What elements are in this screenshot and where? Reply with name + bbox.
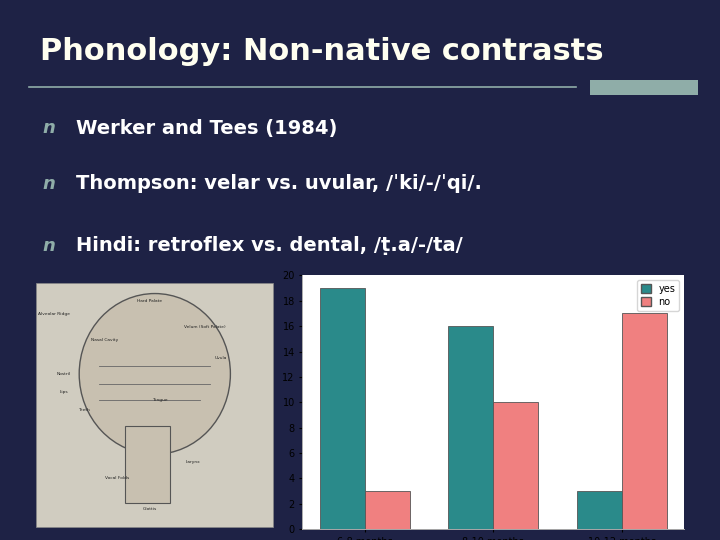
Bar <box>621 313 667 529</box>
Bar <box>493 402 538 529</box>
Text: Werker and Tees (1984): Werker and Tees (1984) <box>76 119 338 138</box>
Text: Lips: Lips <box>60 390 68 394</box>
Text: Vocal Folds: Vocal Folds <box>105 476 129 480</box>
Bar <box>449 326 493 529</box>
Text: Hindi: retroflex vs. dental, /ṭ.a/-/ta/: Hindi: retroflex vs. dental, /ṭ.a/-/ta/ <box>76 237 463 255</box>
Bar <box>320 288 365 529</box>
Text: Uvula: Uvula <box>214 356 227 360</box>
Ellipse shape <box>79 294 230 454</box>
Text: n: n <box>42 174 55 193</box>
Text: Teeth: Teeth <box>78 408 90 412</box>
Text: Hard Palate: Hard Palate <box>138 299 162 303</box>
Text: Glottis: Glottis <box>143 507 157 511</box>
Text: Alveolar Ridge: Alveolar Ridge <box>38 312 70 316</box>
Legend: yes, no: yes, no <box>637 280 679 311</box>
Bar <box>577 491 621 529</box>
Text: Velum (Soft Palate): Velum (Soft Palate) <box>184 325 226 329</box>
Bar <box>125 426 170 503</box>
Text: n: n <box>42 237 55 255</box>
Text: Larynx: Larynx <box>185 460 200 464</box>
Text: Nasal Cavity: Nasal Cavity <box>91 338 118 342</box>
Text: Nostril: Nostril <box>57 372 71 376</box>
Text: Phonology: Non-native contrasts: Phonology: Non-native contrasts <box>40 37 603 66</box>
Bar <box>590 80 698 95</box>
Bar <box>365 491 410 529</box>
Text: n: n <box>42 119 55 137</box>
Text: Thompson: velar vs. uvular, /ˈki/-/ˈqi/.: Thompson: velar vs. uvular, /ˈki/-/ˈqi/. <box>76 174 482 193</box>
Text: Tongue: Tongue <box>152 398 168 402</box>
